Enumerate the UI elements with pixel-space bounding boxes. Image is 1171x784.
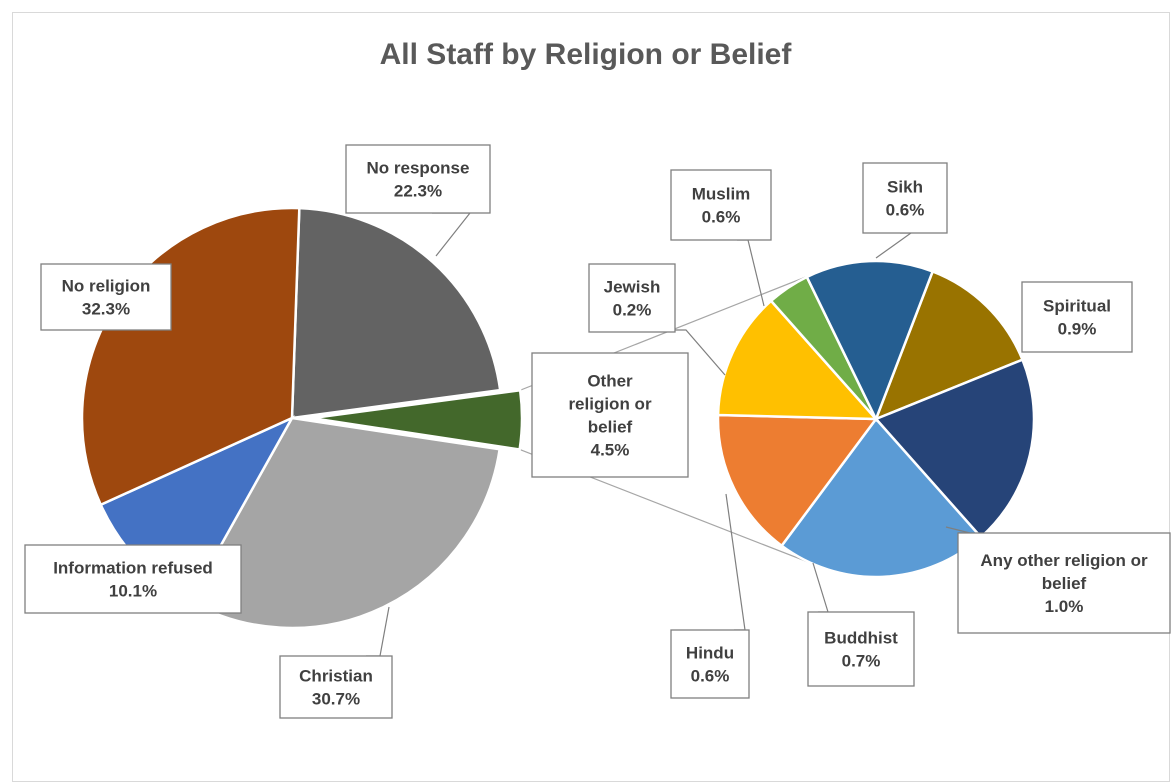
data-label-box-no-response bbox=[345, 144, 491, 214]
data-label-information-refused: Information refused 10.1% bbox=[24, 544, 242, 614]
data-label-no-religion: No religion 32.3% bbox=[40, 263, 172, 331]
data-label-box-spiritual bbox=[1021, 281, 1133, 353]
data-label-buddhist: Buddhist 0.7% bbox=[807, 611, 915, 687]
data-label-spiritual: Spiritual 0.9% bbox=[1021, 281, 1133, 353]
data-label-box-other-religion-or-belief bbox=[531, 352, 689, 478]
breakout-slice-muslim bbox=[805, 259, 935, 423]
data-label-muslim: Muslim 0.6% bbox=[670, 169, 772, 241]
data-label-box-muslim bbox=[670, 169, 772, 241]
data-label-box-hindu bbox=[670, 629, 750, 699]
chart-title: All Staff by Religion or Belief bbox=[379, 38, 792, 71]
data-label-box-no-religion bbox=[40, 263, 172, 331]
data-label-text-any-other-religion-or-belief: Any other religion or belief 1.0% bbox=[980, 551, 1148, 616]
data-label-jewish: Jewish 0.2% bbox=[588, 263, 676, 333]
data-label-box-sikh bbox=[862, 162, 948, 234]
data-label-no-response: No response 22.3% bbox=[345, 144, 491, 214]
breakout-slice-sikh bbox=[873, 269, 1025, 422]
slice-other-religion-or-belief bbox=[311, 388, 524, 451]
data-label-hindu: Hindu 0.6% bbox=[670, 629, 750, 699]
data-label-box-buddhist bbox=[807, 611, 915, 687]
data-label-text-no-religion: No religion 32.3% bbox=[62, 277, 151, 319]
data-label-text-sikh: Sikh 0.6% bbox=[886, 178, 925, 220]
leader-line-sikh bbox=[875, 232, 913, 259]
data-label-text-hindu: Hindu 0.6% bbox=[686, 644, 734, 686]
data-label-box-jewish bbox=[588, 263, 676, 333]
leader-line-hindu bbox=[725, 493, 746, 631]
data-label-text-muslim: Muslim 0.6% bbox=[692, 185, 751, 227]
data-label-box-christian bbox=[279, 655, 393, 719]
data-label-any-other-religion-or-belief: Any other religion or belief 1.0% bbox=[957, 532, 1171, 634]
data-label-text-spiritual: Spiritual 0.9% bbox=[1043, 297, 1111, 339]
breakout-slice-hindu bbox=[716, 299, 879, 421]
slice-christian bbox=[187, 416, 502, 630]
data-label-christian: Christian 30.7% bbox=[279, 655, 393, 719]
leader-line-jewish bbox=[675, 329, 726, 376]
data-label-text-no-response: No response 22.3% bbox=[367, 159, 470, 201]
breakout-slice-spiritual bbox=[873, 358, 1036, 539]
leader-line-buddhist bbox=[812, 562, 829, 613]
data-label-text-information-refused: Information refused 10.1% bbox=[53, 559, 213, 601]
data-label-text-jewish: Jewish 0.2% bbox=[604, 278, 661, 320]
leader-line-muslim bbox=[737, 239, 765, 307]
data-label-text-buddhist: Buddhist 0.7% bbox=[824, 629, 898, 671]
data-label-box-information-refused bbox=[24, 544, 242, 614]
data-label-box-any-other-religion-or-belief bbox=[957, 532, 1171, 634]
breakout-slice-buddhist bbox=[716, 413, 879, 548]
data-label-text-other-religion-or-belief: Other religion or belief 4.5% bbox=[568, 372, 652, 460]
data-label-text-christian: Christian 30.7% bbox=[299, 667, 373, 709]
data-label-sikh: Sikh 0.6% bbox=[862, 162, 948, 234]
slice-no-response bbox=[290, 206, 502, 420]
leader-line-no-response bbox=[432, 212, 472, 257]
data-label-other-religion-or-belief: Other religion or belief 4.5% bbox=[531, 352, 689, 478]
